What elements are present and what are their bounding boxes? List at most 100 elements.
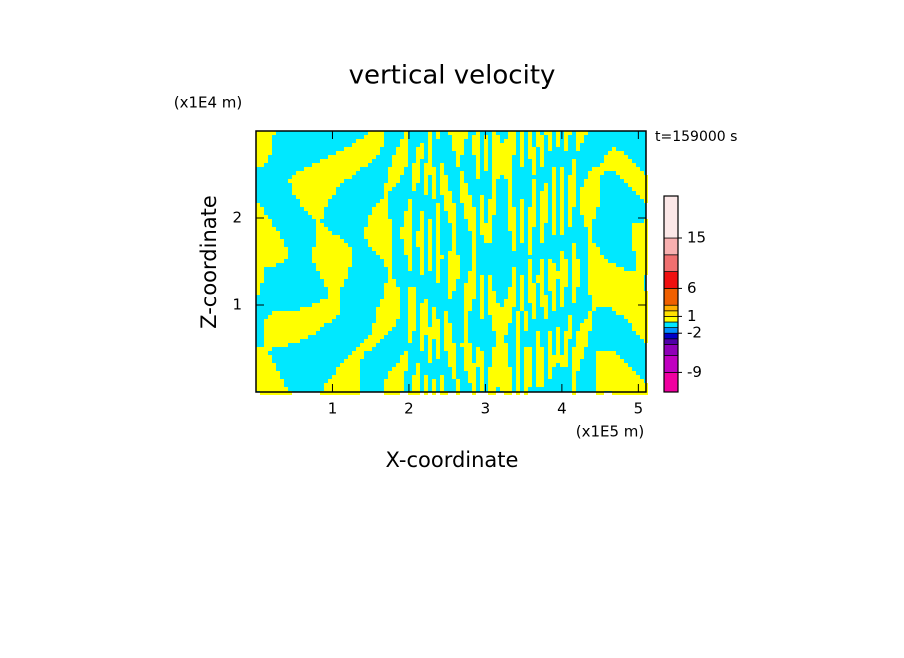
field-cell [496, 363, 500, 367]
field-cell [340, 267, 344, 271]
field-cell [448, 287, 452, 291]
field-cell [600, 383, 604, 387]
field-cell [528, 259, 532, 263]
field-cell [380, 255, 384, 259]
field-cell [472, 391, 476, 395]
field-cell [612, 147, 616, 151]
field-cell [404, 359, 408, 363]
field-cell [564, 263, 568, 267]
field-cell [564, 351, 568, 355]
field-cell [396, 151, 400, 155]
field-cell [336, 379, 340, 383]
field-cell [380, 239, 384, 243]
field-cell [264, 383, 268, 387]
field-cell [328, 239, 332, 243]
field-cell [640, 255, 644, 259]
field-cell [292, 311, 296, 315]
field-cell [456, 143, 460, 147]
field-cell [532, 183, 536, 187]
field-cell [616, 387, 620, 391]
field-cell [596, 299, 600, 303]
field-cell [324, 391, 328, 395]
field-cell [624, 387, 628, 391]
field-cell [628, 279, 632, 283]
field-cell [340, 375, 344, 379]
field-cell [256, 367, 260, 371]
field-cell [464, 287, 468, 291]
field-cell [580, 323, 584, 327]
field-cell [560, 191, 564, 195]
field-cell [328, 175, 332, 179]
field-cell [312, 247, 316, 251]
field-cell [340, 247, 344, 251]
field-cell [316, 207, 320, 211]
field-cell [352, 151, 356, 155]
field-cell [488, 215, 492, 219]
field-cell [464, 187, 468, 191]
field-cell [508, 367, 512, 371]
field-cell [292, 175, 296, 179]
field-cell [496, 311, 500, 315]
field-cell [420, 239, 424, 243]
field-cell [548, 375, 552, 379]
field-cell [468, 355, 472, 359]
field-cell [436, 235, 440, 239]
field-cell [492, 311, 496, 315]
field-cell [356, 363, 360, 367]
field-cell [284, 391, 288, 395]
field-cell [512, 295, 516, 299]
field-cell [608, 367, 612, 371]
field-cell [520, 215, 524, 219]
field-cell [320, 163, 324, 167]
field-cell [308, 195, 312, 199]
field-cell [388, 371, 392, 375]
field-cell [508, 199, 512, 203]
field-cell [600, 287, 604, 291]
field-cell [632, 379, 636, 383]
field-cell [332, 267, 336, 271]
field-cell [320, 191, 324, 195]
field-cell [592, 291, 596, 295]
field-cell [604, 351, 608, 355]
field-cell [264, 379, 268, 383]
field-cell [276, 391, 280, 395]
field-cell [340, 167, 344, 171]
field-cell [488, 223, 492, 227]
field-cell [632, 183, 636, 187]
field-cell [516, 319, 520, 323]
field-cell [520, 163, 524, 167]
field-cell [276, 331, 280, 335]
field-cell [280, 323, 284, 327]
field-cell [432, 383, 436, 387]
field-cell [336, 255, 340, 259]
field-cell [436, 251, 440, 255]
field-cell [620, 167, 624, 171]
field-cell [572, 255, 576, 259]
field-cell [268, 347, 272, 351]
field-cell [640, 175, 644, 179]
field-cell [420, 215, 424, 219]
field-cell [376, 243, 380, 247]
field-cell [396, 171, 400, 175]
field-cell [532, 295, 536, 299]
field-cell [380, 331, 384, 335]
field-cell [492, 299, 496, 303]
field-cell [436, 227, 440, 231]
field-cell [472, 239, 476, 243]
field-cell [508, 295, 512, 299]
field-cell [384, 187, 388, 191]
field-cell [492, 211, 496, 215]
field-cell [616, 159, 620, 163]
field-cell [408, 207, 412, 211]
field-cell [340, 155, 344, 159]
field-cell [268, 219, 272, 223]
field-cell [596, 379, 600, 383]
field-cell [636, 323, 640, 327]
field-cell [540, 199, 544, 203]
field-cell [324, 271, 328, 275]
field-cell [260, 367, 264, 371]
field-cell [464, 199, 468, 203]
field-cell [304, 195, 308, 199]
field-cell [312, 259, 316, 263]
field-cell [388, 391, 392, 395]
